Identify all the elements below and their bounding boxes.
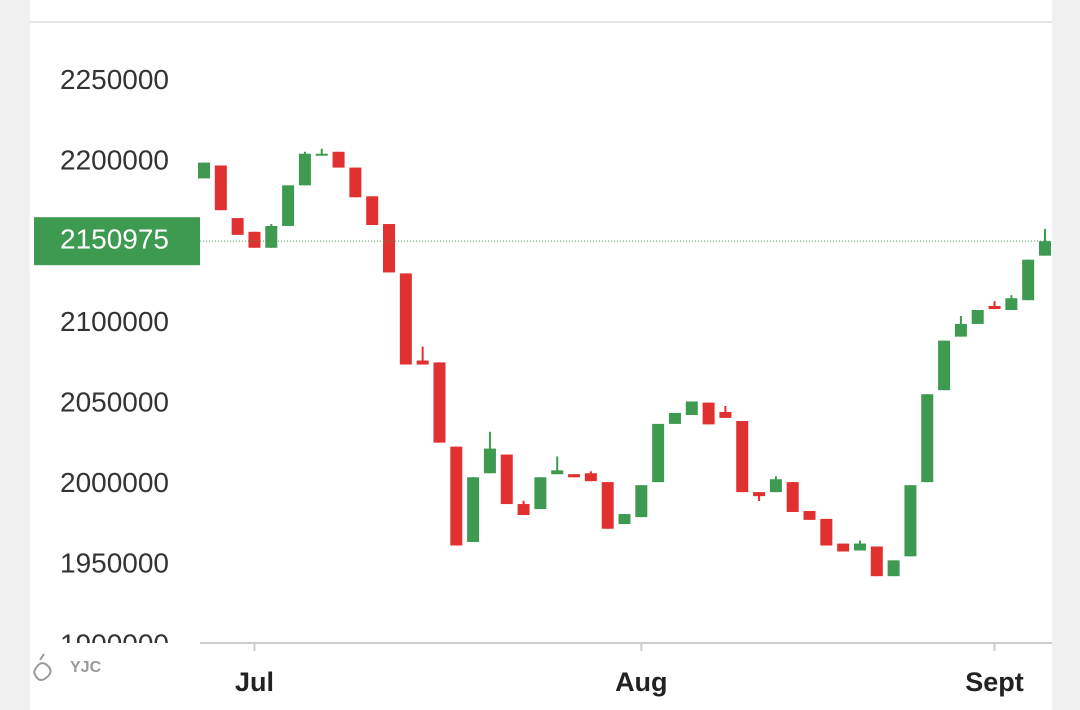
candle-body: [450, 446, 463, 546]
watermark: YJC: [70, 659, 102, 676]
candle-body: [786, 482, 799, 512]
candle-body: [685, 401, 698, 416]
candle-body: [366, 196, 379, 226]
candle-body: [198, 162, 210, 179]
candle-body: [568, 474, 581, 478]
candle-body: [248, 231, 261, 248]
candle-body: [534, 477, 547, 510]
candle-body: [467, 477, 480, 542]
candle-body: [870, 546, 883, 577]
y-tick-label: 2250000: [60, 64, 169, 95]
candle-body: [887, 560, 900, 577]
candle-body: [618, 514, 631, 525]
candle-body: [853, 543, 866, 551]
candle-body: [416, 360, 429, 365]
candle-body: [954, 323, 967, 337]
y-tick-label: 2100000: [60, 306, 169, 337]
candle-body: [719, 411, 732, 418]
last-price-label: 2150975: [60, 224, 169, 255]
candle-body: [332, 151, 345, 168]
candle-body: [668, 412, 681, 424]
candle-body: [837, 543, 850, 552]
candle-body: [1039, 241, 1051, 256]
candle-body: [988, 305, 1001, 310]
candle-body: [971, 310, 984, 324]
y-tick-label: 1950000: [60, 548, 169, 579]
candle-body: [1005, 298, 1018, 311]
y-tick-label: 1900000: [60, 628, 169, 659]
x-tick-label: Aug: [615, 667, 667, 697]
y-tick-label: 2050000: [60, 386, 169, 417]
candle-body: [769, 479, 782, 493]
candle-body: [921, 394, 934, 483]
candle-body: [1022, 259, 1035, 301]
candle-body: [820, 518, 833, 546]
candle-body: [315, 153, 328, 156]
candle-body: [500, 454, 513, 505]
candle-body: [736, 420, 749, 493]
candle-body: [938, 340, 951, 391]
last-price-box: [34, 217, 200, 266]
candle-body: [349, 167, 362, 198]
candle-body: [652, 423, 665, 483]
card: [30, 0, 1052, 710]
candle-body: [298, 153, 311, 186]
x-tick-label: Sept: [965, 667, 1024, 697]
candle-body: [601, 482, 614, 529]
candle-body: [753, 492, 766, 497]
candle-body: [904, 485, 917, 557]
candle-body: [282, 185, 295, 226]
y-tick-label: 2000000: [60, 467, 169, 498]
candle-body: [584, 473, 597, 482]
x-tick-label: Jul: [235, 667, 274, 697]
candle-body: [231, 218, 244, 235]
watermark-logo: [33, 653, 52, 681]
y-tick-label: 2200000: [60, 144, 169, 175]
candle-body: [433, 362, 446, 443]
candle-body: [483, 448, 496, 474]
candle-body: [517, 504, 530, 516]
candle-body: [399, 273, 412, 365]
candle-body: [551, 470, 564, 475]
candle-body: [265, 225, 278, 248]
candle-body: [635, 485, 648, 518]
candle-body: [702, 402, 715, 425]
candle-body: [383, 224, 396, 273]
candle-body: [214, 165, 227, 211]
candle-body: [803, 510, 816, 520]
